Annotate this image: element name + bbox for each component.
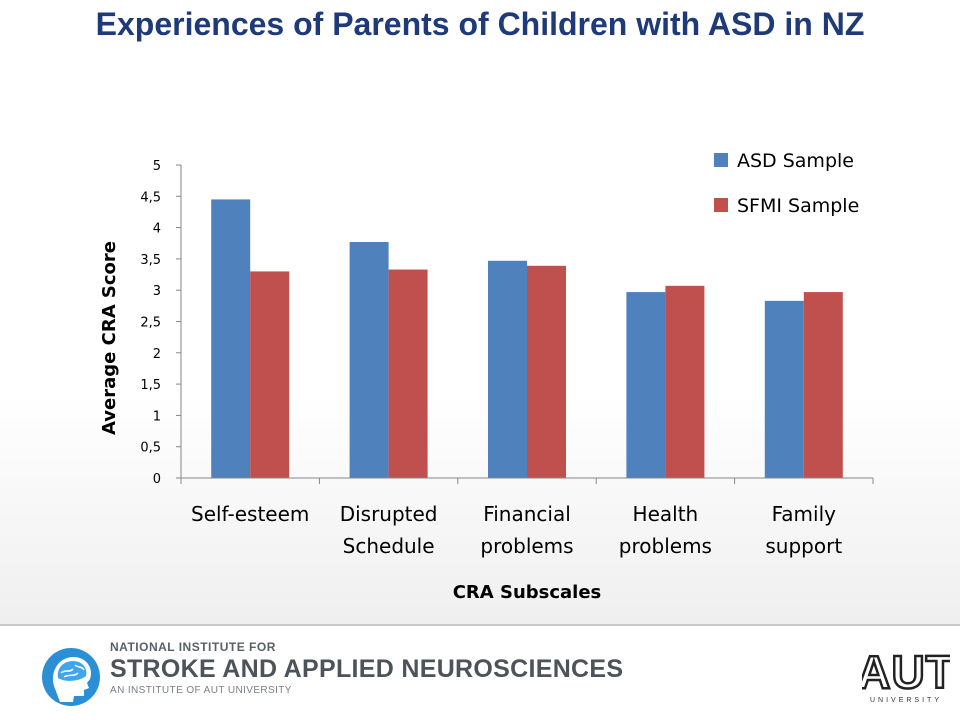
y-tick-label: 2 — [153, 347, 161, 362]
y-tick-label: 4,5 — [140, 190, 161, 205]
y-tick-label: 4 — [153, 222, 161, 237]
y-tick-label: 3,5 — [140, 253, 161, 268]
y-tick-label: 1 — [153, 409, 161, 424]
legend-swatch-asd — [714, 153, 728, 167]
aut-logo-text: AUT — [862, 646, 950, 698]
bar-sfmi — [388, 269, 428, 478]
aut-logo-subtext: UNIVERSITY — [870, 697, 942, 704]
aut-university-logo: AUT UNIVERSITY — [862, 645, 950, 704]
bars-group — [211, 199, 843, 478]
y-axis: 0 0,5 1 1,5 2 2,5 3 3,5 4 4,5 5 — [140, 159, 181, 487]
y-tick-label: 0,5 — [140, 441, 161, 456]
footer — [0, 626, 960, 720]
bar-sfmi — [665, 285, 705, 478]
legend-swatch-sfmi — [714, 198, 728, 212]
x-category-label: Family support — [765, 502, 842, 558]
y-axis-title: Average CRA Score — [99, 241, 120, 435]
footer-divider — [0, 624, 960, 626]
bar-asd — [211, 199, 251, 478]
bar-asd — [488, 260, 527, 478]
bar-sfmi — [250, 271, 290, 478]
head-brain-icon — [42, 648, 100, 706]
y-tick-label: 0 — [153, 472, 161, 487]
institute-line-1: NATIONAL INSTITUTE FOR — [110, 640, 276, 654]
x-axis-labels: Self-esteem Disrupted Schedule Financial pro… — [180, 478, 874, 558]
institute-name: NATIONAL INSTITUTE FOR STROKE AND APPLIE… — [110, 640, 623, 698]
x-category-label: Health problems — [619, 502, 712, 558]
slide-title: Experiences of Parents of Children with … — [95, 6, 865, 42]
x-category-label: Financial problems — [480, 502, 573, 558]
bar-asd — [349, 241, 389, 478]
y-tick-label: 5 — [153, 159, 161, 174]
bar-sfmi — [803, 292, 843, 478]
bar-asd — [764, 300, 804, 478]
legend: ASD Sample SFMI Sample — [714, 150, 859, 217]
legend-label-asd: ASD Sample — [737, 150, 854, 172]
legend-label-sfmi: SFMI Sample — [737, 195, 859, 217]
y-tick-label: 1,5 — [140, 378, 161, 393]
x-axis-title: CRA Subscales — [453, 582, 602, 603]
x-category-label: Self-esteem — [191, 502, 309, 526]
y-tick-label: 2,5 — [140, 316, 161, 331]
x-category-label: Disrupted Schedule — [340, 502, 438, 558]
bar-sfmi — [527, 265, 566, 478]
y-tick-label: 3 — [153, 284, 161, 299]
institute-line-3: AN INSTITUTE OF AUT UNIVERSITY — [110, 685, 292, 696]
institute-line-2: STROKE AND APPLIED NEUROSCIENCES — [110, 655, 624, 683]
bar-asd — [626, 292, 666, 478]
